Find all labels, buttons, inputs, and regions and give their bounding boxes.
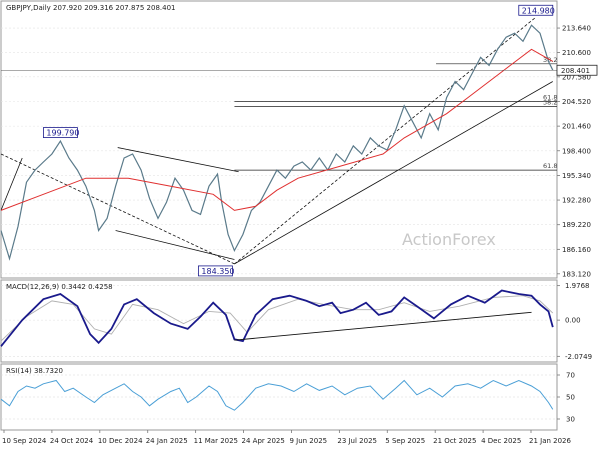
price-trendline [0, 157, 23, 211]
rsi-gridlines [1, 374, 557, 420]
price-callout-box [518, 4, 554, 16]
x-tick-label: 10 Sep 2024 [2, 437, 47, 445]
x-tick-label: 10 Dec 2024 [98, 437, 143, 445]
rsi-label: RSI(14) 38.7320 [6, 367, 63, 375]
price-y-tick-label: 213.640 [562, 25, 591, 33]
rsi-y-tick-label: 70 [566, 372, 575, 380]
x-tick-label: 24 Oct 2024 [50, 437, 94, 445]
price-gridlines [1, 27, 557, 275]
price-y-tick-label: 198.400 [562, 147, 591, 155]
fib-level-label: 38.2 [543, 98, 557, 106]
price-callout-box [43, 127, 78, 138]
last-price-box [556, 64, 598, 76]
price-y-tick-label: 183.120 [562, 270, 591, 278]
price-y-tick-label: 204.520 [562, 98, 591, 106]
x-tick-label: 24 Jan 2025 [146, 437, 188, 445]
x-tick-label: 24 Apr 2025 [242, 437, 285, 445]
macd-trendline [234, 311, 532, 341]
macd-y-axis: 1.9768 0.00 -2.0749 [557, 282, 592, 361]
price-trendline [234, 81, 553, 265]
watermark: ActionForex [402, 230, 496, 249]
macd-main-line [0, 289, 554, 347]
x-tick-label: 21 Jan 2026 [529, 437, 572, 445]
rsi-y-tick-label: 30 [566, 416, 575, 424]
last-price-marker: 208.401 [1, 64, 598, 76]
macd-y-tick-label: 1.9768 [565, 282, 590, 290]
price-panel-frame [0, 0, 558, 279]
price-callout-label: 214.980 [522, 6, 555, 15]
rsi-line [0, 379, 554, 411]
price-y-tick-label: 189.220 [562, 221, 591, 229]
price-callout-box [198, 265, 233, 277]
macd-gridlines [1, 285, 557, 357]
rsi-y-axis: 70 50 30 [557, 372, 575, 424]
fib-level-label: 61.8 [543, 162, 557, 170]
x-tick-label: 23 Jul 2025 [337, 437, 377, 445]
price-y-tick-label: 201.460 [562, 123, 591, 131]
x-tick-label: 11 Mar 2025 [194, 437, 238, 445]
price-y-tick-label: 195.340 [562, 172, 591, 180]
price-trendline [115, 230, 235, 260]
price-y-axis: 213.640 210.600 207.580 204.520 201.460 198.4… [557, 25, 591, 278]
price-trendline [0, 153, 235, 265]
price-series-line [0, 24, 554, 261]
instrument-header: GBPJPY,Daily 207.920 209.316 207.875 208… [6, 4, 175, 12]
macd-panel-frame [0, 279, 558, 363]
price-trendlines [0, 16, 553, 265]
macd-y-tick-label: 0.00 [565, 317, 581, 325]
fib-level-label: 61.8 [543, 94, 557, 102]
price-trendline [117, 147, 239, 173]
x-tick-label: 21 Oct 2025 [433, 437, 476, 445]
price-callouts: 214.980 199.790 184.350 [43, 4, 555, 277]
moving-average-line [0, 48, 554, 211]
x-axis: 10 Sep 2024 24 Oct 2024 10 Dec 2024 24 Jan … [2, 430, 572, 445]
price-callout-label: 199.790 [46, 129, 79, 138]
price-y-tick-label: 186.160 [562, 246, 591, 254]
x-tick-label: 5 Sep 2025 [385, 437, 425, 445]
price-callout-label: 184.350 [201, 267, 234, 276]
macd-signal-line [0, 295, 554, 342]
price-y-tick-label: 210.600 [562, 49, 591, 57]
macd-y-tick-label: -2.0749 [565, 353, 592, 361]
macd-label: MACD(12,26,9) 0.3442 0.4258 [6, 283, 113, 291]
price-y-tick-label: 192.280 [562, 197, 591, 205]
x-tick-label: 4 Dec 2025 [481, 437, 521, 445]
x-tick-label: 9 Jun 2025 [289, 437, 327, 445]
price-y-tick-label: 207.580 [562, 73, 591, 81]
rsi-y-tick-label: 50 [566, 394, 575, 402]
last-price-label: 208.401 [561, 67, 590, 75]
